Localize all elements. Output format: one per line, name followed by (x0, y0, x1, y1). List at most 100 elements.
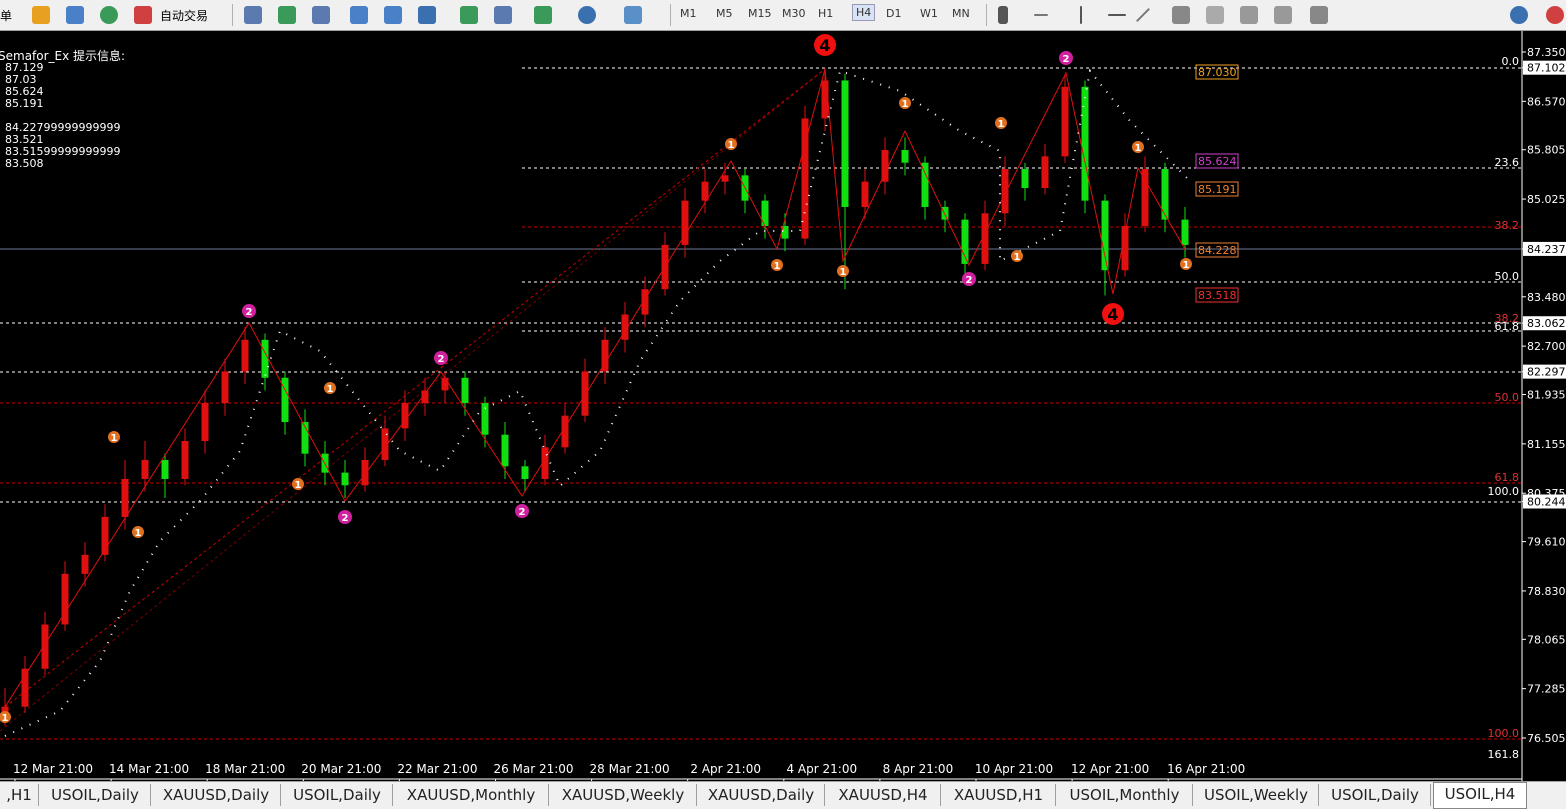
icon[interactable] (460, 6, 478, 24)
fib-label: 0.0 (1502, 55, 1520, 68)
icon[interactable] (998, 6, 1008, 24)
candle-body (481, 403, 489, 435)
price-label: 86.570 (1527, 95, 1566, 108)
price-box (1523, 60, 1566, 75)
icon[interactable] (1240, 6, 1258, 24)
timeframe-button[interactable]: M15 (748, 7, 772, 20)
chart-tab[interactable]: USOIL,Daily (40, 784, 151, 806)
separator (670, 4, 671, 26)
chart-tab[interactable]: USOIL,Daily (1320, 784, 1431, 806)
fib-label: 23.6 (1495, 156, 1520, 169)
timeframe-button[interactable]: M5 (716, 7, 733, 20)
candle-body (1141, 169, 1149, 226)
candle-body (601, 339, 609, 372)
chart-background (0, 31, 1566, 781)
semafor-marker (725, 138, 737, 150)
timeframe-button[interactable]: W1 (920, 7, 938, 20)
candle-body (1101, 200, 1109, 271)
timeframe-button[interactable]: H4 (852, 4, 876, 21)
icon[interactable] (134, 6, 152, 24)
level-box (1195, 287, 1239, 303)
icon[interactable] (1080, 6, 1082, 24)
timeframe-button[interactable]: M1 (680, 7, 697, 20)
timeframe-button[interactable]: D1 (886, 7, 902, 20)
chart-tab[interactable]: USOIL,Monthly (1057, 784, 1193, 806)
semafor-marker (837, 265, 849, 277)
time-label: 4 Apr 21:00 (786, 762, 857, 776)
time-label: 12 Apr 21:00 (1071, 762, 1149, 776)
fib-label: 61.8 (1495, 471, 1520, 484)
semafor-marker (0, 711, 11, 723)
info-line: 85.191 (5, 97, 44, 110)
chart-tab[interactable]: XAUUSD,Daily (698, 784, 825, 806)
semafor-label: 1 (1135, 143, 1142, 154)
candle-body (441, 377, 449, 391)
candle-body (621, 314, 629, 340)
candle-body (1121, 225, 1129, 271)
icon[interactable] (66, 6, 84, 24)
timeframe-button[interactable]: M30 (782, 7, 806, 20)
icon[interactable] (624, 6, 642, 24)
timeframe-button[interactable]: MN (952, 7, 970, 20)
chart-tab[interactable]: XAUUSD,Weekly (550, 784, 697, 806)
icon[interactable] (384, 6, 402, 24)
semafor-label: 2 (438, 354, 445, 365)
icon[interactable] (312, 6, 330, 24)
candle-body (381, 428, 389, 460)
separator (986, 4, 987, 26)
icon[interactable] (278, 6, 296, 24)
icon[interactable] (1274, 6, 1292, 24)
candle-body (921, 162, 929, 207)
icon[interactable] (578, 6, 596, 24)
chart-tab[interactable]: XAUUSD,Monthly (394, 784, 549, 806)
candle-body (821, 80, 829, 119)
icon[interactable] (1206, 6, 1224, 24)
chart-tab[interactable]: XAUUSD,Daily (152, 784, 281, 806)
icon[interactable] (350, 6, 368, 24)
semafor-marker (1102, 303, 1124, 325)
semafor-label: 2 (342, 513, 349, 524)
fib-label: 38.2 (1495, 312, 1520, 325)
semafor-label: 1 (774, 261, 781, 272)
candle-body (421, 390, 429, 404)
icon[interactable] (1034, 14, 1048, 16)
icon[interactable] (32, 6, 50, 24)
chart-tab[interactable]: USOIL,Weekly (1194, 784, 1319, 806)
order-button[interactable]: 订单 (0, 9, 13, 23)
fib-label: 38.2 (1495, 219, 1520, 232)
candle-body (561, 415, 569, 448)
price-label: 82.700 (1527, 340, 1566, 353)
price-label: 84.237 (1527, 243, 1566, 256)
chart-tab[interactable]: USOIL,H4 (1433, 782, 1527, 809)
icon[interactable] (418, 6, 436, 24)
alert-icon[interactable] (1546, 6, 1564, 24)
candle-body (681, 200, 689, 245)
icon[interactable] (534, 6, 552, 24)
candle-body (981, 213, 989, 264)
candle-body (881, 150, 889, 182)
auto-trade-button[interactable]: 自动交易 (160, 9, 209, 23)
semafor-marker (132, 526, 144, 538)
sar-dots (4, 68, 1191, 737)
icon[interactable] (494, 6, 512, 24)
candle-body (181, 441, 189, 479)
icon[interactable] (1108, 14, 1126, 16)
icon[interactable] (1310, 6, 1328, 24)
toolbar: 订单 自动交易 M1 M5 M15 M30 H1 H4 D1 W1 MN (0, 0, 1566, 31)
level-box-label: 85.624 (1198, 155, 1237, 168)
time-label: 16 Apr 21:00 (1167, 762, 1245, 776)
channel-line (0, 68, 826, 732)
chart-tab[interactable]: XAUUSD,H4 (826, 784, 941, 806)
info-title: Semafor_Ex 提示信息: (0, 48, 125, 63)
search-icon[interactable] (1510, 6, 1528, 24)
timeframe-button[interactable]: H1 (818, 7, 834, 20)
icon[interactable] (1172, 6, 1190, 24)
chart-tab[interactable]: USOIL,Daily (282, 784, 393, 806)
candle-body (941, 206, 949, 220)
icon[interactable] (244, 6, 262, 24)
chart-tab[interactable]: ,H1 (0, 784, 39, 806)
chart-tab[interactable]: XAUUSD,H1 (942, 784, 1056, 806)
icon[interactable] (1135, 7, 1151, 23)
icon[interactable] (100, 6, 118, 24)
info-line: 84.22799999999999 (5, 121, 120, 134)
